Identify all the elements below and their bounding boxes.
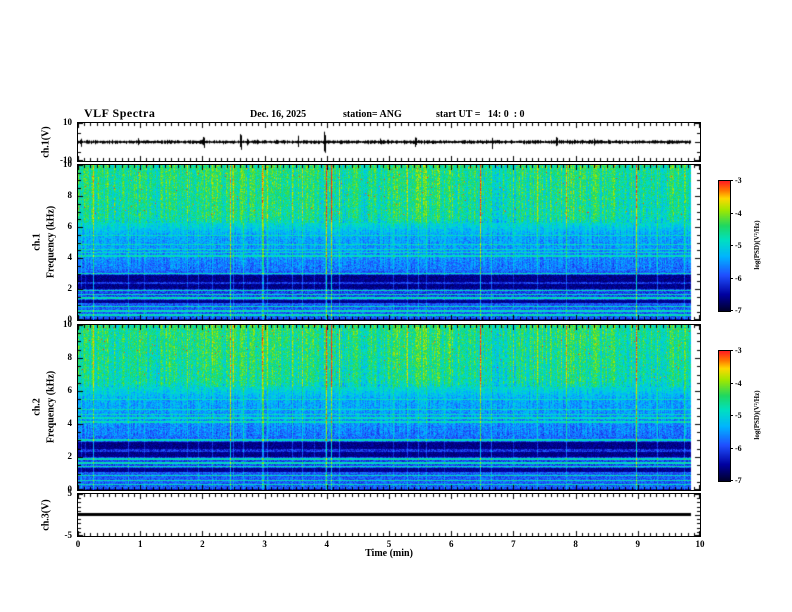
time-tick-6: 6 — [448, 539, 454, 549]
cbar2-tick--7: -7 — [735, 476, 742, 485]
cbar1-tick--4: -4 — [735, 208, 742, 218]
ch3-ytick-5: 5 — [67, 488, 73, 498]
sp1-ytick-10: 10 — [63, 159, 72, 169]
ch3-ytick--5: -5 — [64, 530, 73, 540]
ch2-frequency-axis-label: Frequency (kHz) — [45, 370, 57, 444]
start-ut-label: start UT = 14: 0 : 0 — [436, 109, 525, 120]
time-tick-0: 0 — [75, 539, 81, 549]
cbar2-tick--6: -6 — [735, 443, 742, 453]
ch1-voltage-axis-label: ch.1(V) — [40, 126, 52, 158]
ch1-spectrogram-canvas — [78, 165, 700, 320]
wave-ytick-10: 10 — [63, 117, 72, 127]
sp1-ytick-2: 2 — [67, 283, 73, 293]
colorbar-ch1 — [718, 180, 731, 312]
cbar2-tick--3: -3 — [735, 346, 742, 355]
wave-ytick--10: -10 — [60, 155, 72, 165]
cbar1-tick--6: -6 — [735, 273, 742, 283]
time-tick-7: 7 — [511, 539, 516, 549]
cbar-tickmark — [730, 350, 733, 351]
colorbar-ch1-label: log(PSD)(V²/Hz) — [753, 220, 761, 270]
cbar-tickmark — [730, 447, 733, 449]
ch2-channel-label: ch.2 — [31, 398, 43, 416]
cbar-tickmark — [730, 415, 733, 416]
ch2-spectrogram-canvas — [78, 325, 700, 490]
time-tick-1: 1 — [137, 539, 143, 549]
sp2-ytick-4: 4 — [67, 418, 73, 428]
ch2-spectrogram-panel — [77, 324, 701, 491]
sp2-ytick-0: 0 — [67, 484, 73, 494]
cbar-tickmark — [730, 480, 733, 481]
time-tick-4: 4 — [324, 539, 330, 549]
cbar1-tick--7: -7 — [735, 306, 742, 315]
cbar-tickmark — [730, 277, 733, 279]
figure-title: VLF Spectra — [84, 106, 156, 120]
time-tick-3: 3 — [262, 539, 267, 549]
sp2-ytick-2: 2 — [67, 451, 73, 461]
ch1-frequency-axis-label: Frequency (kHz) — [45, 205, 57, 279]
cbar2-tick--4: -4 — [735, 378, 742, 388]
cbar-tickmark — [730, 382, 733, 384]
cbar1-tick--3: -3 — [735, 176, 742, 185]
station-label: station= ANG — [343, 109, 402, 120]
sp2-ytick-8: 8 — [67, 352, 73, 362]
sp1-ytick-0: 0 — [67, 314, 73, 324]
figure-date: Dec. 16, 2025 — [250, 109, 307, 120]
time-tick-10: 10 — [695, 539, 705, 549]
cbar-tickmark — [730, 180, 733, 181]
cbar-tickmark — [730, 245, 733, 246]
cbar2-tick--5: -5 — [735, 411, 742, 420]
ch1-voltage-panel — [77, 122, 701, 162]
sp1-ytick-4: 4 — [67, 252, 73, 262]
sp2-ytick-10: 10 — [63, 319, 72, 329]
ch1-channel-label: ch.1 — [31, 233, 43, 251]
cbar1-tick--5: -5 — [735, 241, 742, 250]
time-axis-label: Time (min) — [365, 548, 413, 559]
sp1-ytick-6: 6 — [67, 221, 73, 231]
colorbar-ch2-label: log(PSD)(V²/Hz) — [753, 390, 761, 440]
colorbar-ch2 — [718, 350, 731, 482]
ch3-voltage-axis-label: ch.3(V) — [40, 499, 52, 531]
ch3-voltage-panel — [77, 493, 701, 537]
sp2-ytick-6: 6 — [67, 385, 73, 395]
ch1-waveform-canvas — [78, 123, 700, 161]
cbar-tickmark — [730, 310, 733, 311]
time-tick-5: 5 — [386, 539, 392, 549]
ch1-spectrogram-panel — [77, 164, 701, 321]
time-tick-2: 2 — [200, 539, 205, 549]
sp1-ytick-8: 8 — [67, 190, 73, 200]
time-tick-9: 9 — [635, 539, 641, 549]
time-tick-8: 8 — [573, 539, 578, 549]
ch3-voltage-canvas — [78, 494, 700, 536]
cbar-tickmark — [730, 212, 733, 214]
